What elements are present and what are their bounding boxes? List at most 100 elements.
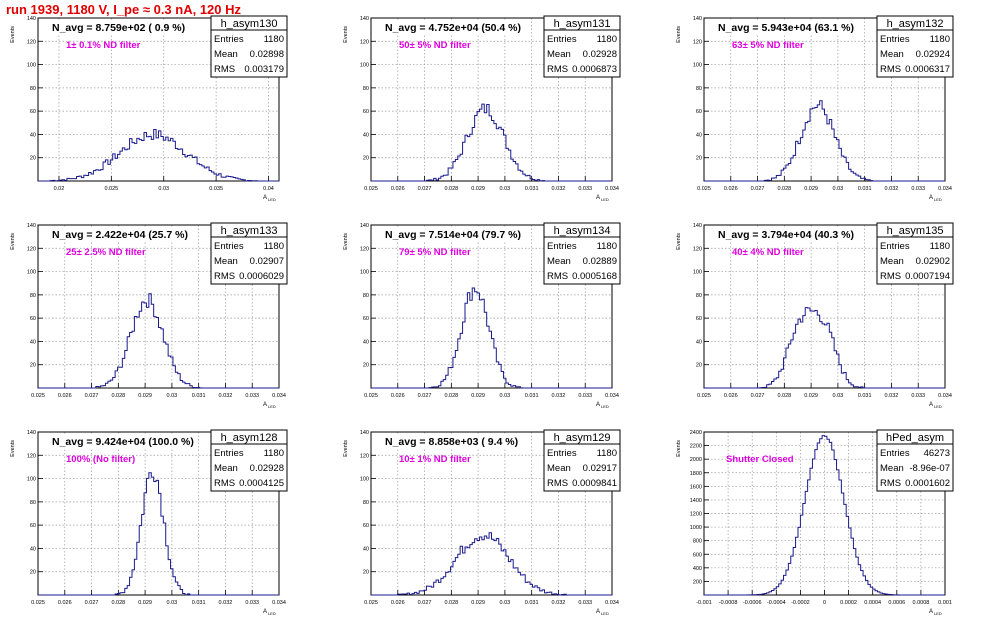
histogram-panel-h_asym131: 0.025 0.026 0.027 0.028 0.029 0.03 0.031 0.032 0… (343, 15, 621, 202)
x-tick-label: 0.029 (471, 186, 485, 192)
x-tick-label: 0.025 (104, 186, 118, 192)
y-tick-label: 80 (30, 293, 36, 299)
y-tick-label: 100 (27, 63, 36, 69)
y-tick-label: 140 (360, 223, 369, 229)
y-tick-label: 200 (693, 579, 702, 585)
x-tick-label: 0.001 (938, 600, 952, 606)
histogram-panel-h_asym129: 0.025 0.026 0.027 0.028 0.029 0.03 0.031 0.032 0… (343, 429, 621, 616)
y-tick-label: 40 (363, 339, 369, 345)
x-tick-label: 0.027 (418, 600, 432, 606)
y-tick-label: 80 (363, 293, 369, 299)
stats-box-name: h_asym129 (554, 432, 611, 444)
stats-box-name: h_asym128 (221, 432, 278, 444)
y-tick-label: 20 (30, 156, 36, 162)
x-tick-label: -0.0002 (791, 600, 810, 606)
x-tick-label: 0.033 (911, 393, 925, 399)
stats-box-name: h_asym130 (221, 18, 278, 30)
stats-value-mean: -8.96e-07 (909, 463, 950, 474)
x-axis-title: A (929, 195, 933, 201)
x-tick-label: 0.032 (552, 600, 566, 606)
x-tick-label: 0.03 (833, 186, 844, 192)
stats-key-mean: Mean (547, 49, 571, 60)
stats-value-entries: 1180 (264, 34, 284, 45)
y-tick-label: 40 (363, 132, 369, 138)
y-tick-label: 60 (363, 109, 369, 115)
histogram-title: N_avg = 8.858e+03 ( 9.4 %) (385, 436, 518, 448)
y-tick-label: 120 (360, 39, 369, 45)
stats-box (543, 15, 621, 78)
stats-value-rms: 0.0006029 (239, 271, 284, 282)
stats-key-entries: Entries (880, 241, 910, 252)
y-tick-label: 140 (27, 430, 36, 436)
x-axis-title-sub: LED (934, 404, 942, 409)
plot-frame (703, 224, 946, 389)
x-axis-title: A (929, 609, 933, 615)
x-axis-title-sub: LED (934, 197, 942, 202)
x-tick-label: 0.03 (833, 393, 844, 399)
x-tick-label: 0.025 (364, 393, 378, 399)
y-tick-label: 40 (696, 339, 702, 345)
stats-box (210, 222, 288, 285)
stats-key-entries: Entries (547, 241, 577, 252)
y-tick-label: 60 (30, 523, 36, 529)
stats-value-rms: 0.0006317 (905, 64, 950, 75)
x-tick-label: 0.033 (245, 600, 259, 606)
y-tick-label: 120 (360, 246, 369, 252)
stats-box-name: h_asym133 (221, 225, 278, 237)
x-axis-title: A (596, 402, 600, 408)
histogram-panel-h_asym134: 0.025 0.026 0.027 0.028 0.029 0.03 0.031 0.032 0… (343, 222, 621, 409)
x-tick-label: 0.029 (471, 600, 485, 606)
y-tick-label: 20 (30, 570, 36, 576)
stats-value-entries: 1180 (930, 241, 950, 252)
y-tick-label: 100 (360, 63, 369, 69)
y-tick-label: 40 (363, 546, 369, 552)
stats-box (210, 15, 288, 78)
x-tick-label: 0.027 (418, 186, 432, 192)
title-box (706, 227, 842, 241)
stats-key-entries: Entries (547, 448, 577, 459)
plot-frame (370, 17, 613, 182)
stats-value-entries: 46273 (924, 448, 950, 459)
x-tick-label: 0.0002 (840, 600, 857, 606)
x-tick-label: -0.001 (696, 600, 712, 606)
x-axis-title: A (263, 195, 267, 201)
y-tick-label: 120 (693, 246, 702, 252)
stats-key-mean: Mean (880, 256, 904, 267)
x-tick-label: 0.029 (804, 186, 818, 192)
x-tick-label: 0.035 (209, 186, 223, 192)
x-axis-title: A (929, 402, 933, 408)
x-tick-label: 0.034 (605, 393, 619, 399)
y-tick-label: 100 (693, 270, 702, 276)
x-tick-label: 0.026 (724, 186, 738, 192)
x-tick-label: 0.031 (525, 186, 539, 192)
stats-key-rms: RMS (880, 271, 901, 282)
stats-key-mean: Mean (214, 463, 238, 474)
histogram-panel-h_asym132: 0.025 0.026 0.027 0.028 0.029 0.03 0.031 0.032 0… (676, 15, 954, 202)
y-tick-label: 80 (696, 86, 702, 92)
y-axis-title: Events (343, 440, 349, 457)
filter-annotation: 100% (No filter) (66, 454, 135, 465)
stats-key-mean: Mean (547, 256, 571, 267)
stats-value-rms: 0.0007194 (905, 271, 950, 282)
histogram-bars (371, 532, 612, 596)
y-tick-label: 20 (30, 363, 36, 369)
stats-key-mean: Mean (214, 256, 238, 267)
x-tick-label: 0.03 (167, 393, 178, 399)
x-tick-label: 0.032 (219, 393, 233, 399)
x-tick-label: 0.028 (444, 600, 458, 606)
y-tick-label: 400 (693, 566, 702, 572)
y-tick-label: 140 (693, 223, 702, 229)
y-tick-label: 1600 (690, 484, 702, 490)
y-tick-label: 40 (30, 546, 36, 552)
y-axis-title: Events (676, 233, 682, 250)
histogram-title: N_avg = 9.424e+04 (100.0 %) (52, 436, 194, 448)
x-tick-label: 0.028 (111, 600, 125, 606)
histogram-bars (371, 287, 612, 389)
stats-value-entries: 1180 (597, 448, 617, 459)
stats-value-mean: 0.02924 (916, 49, 950, 60)
stats-key-entries: Entries (214, 448, 244, 459)
y-tick-label: 20 (696, 363, 702, 369)
y-tick-label: 20 (363, 156, 369, 162)
stats-key-entries: Entries (880, 448, 910, 459)
